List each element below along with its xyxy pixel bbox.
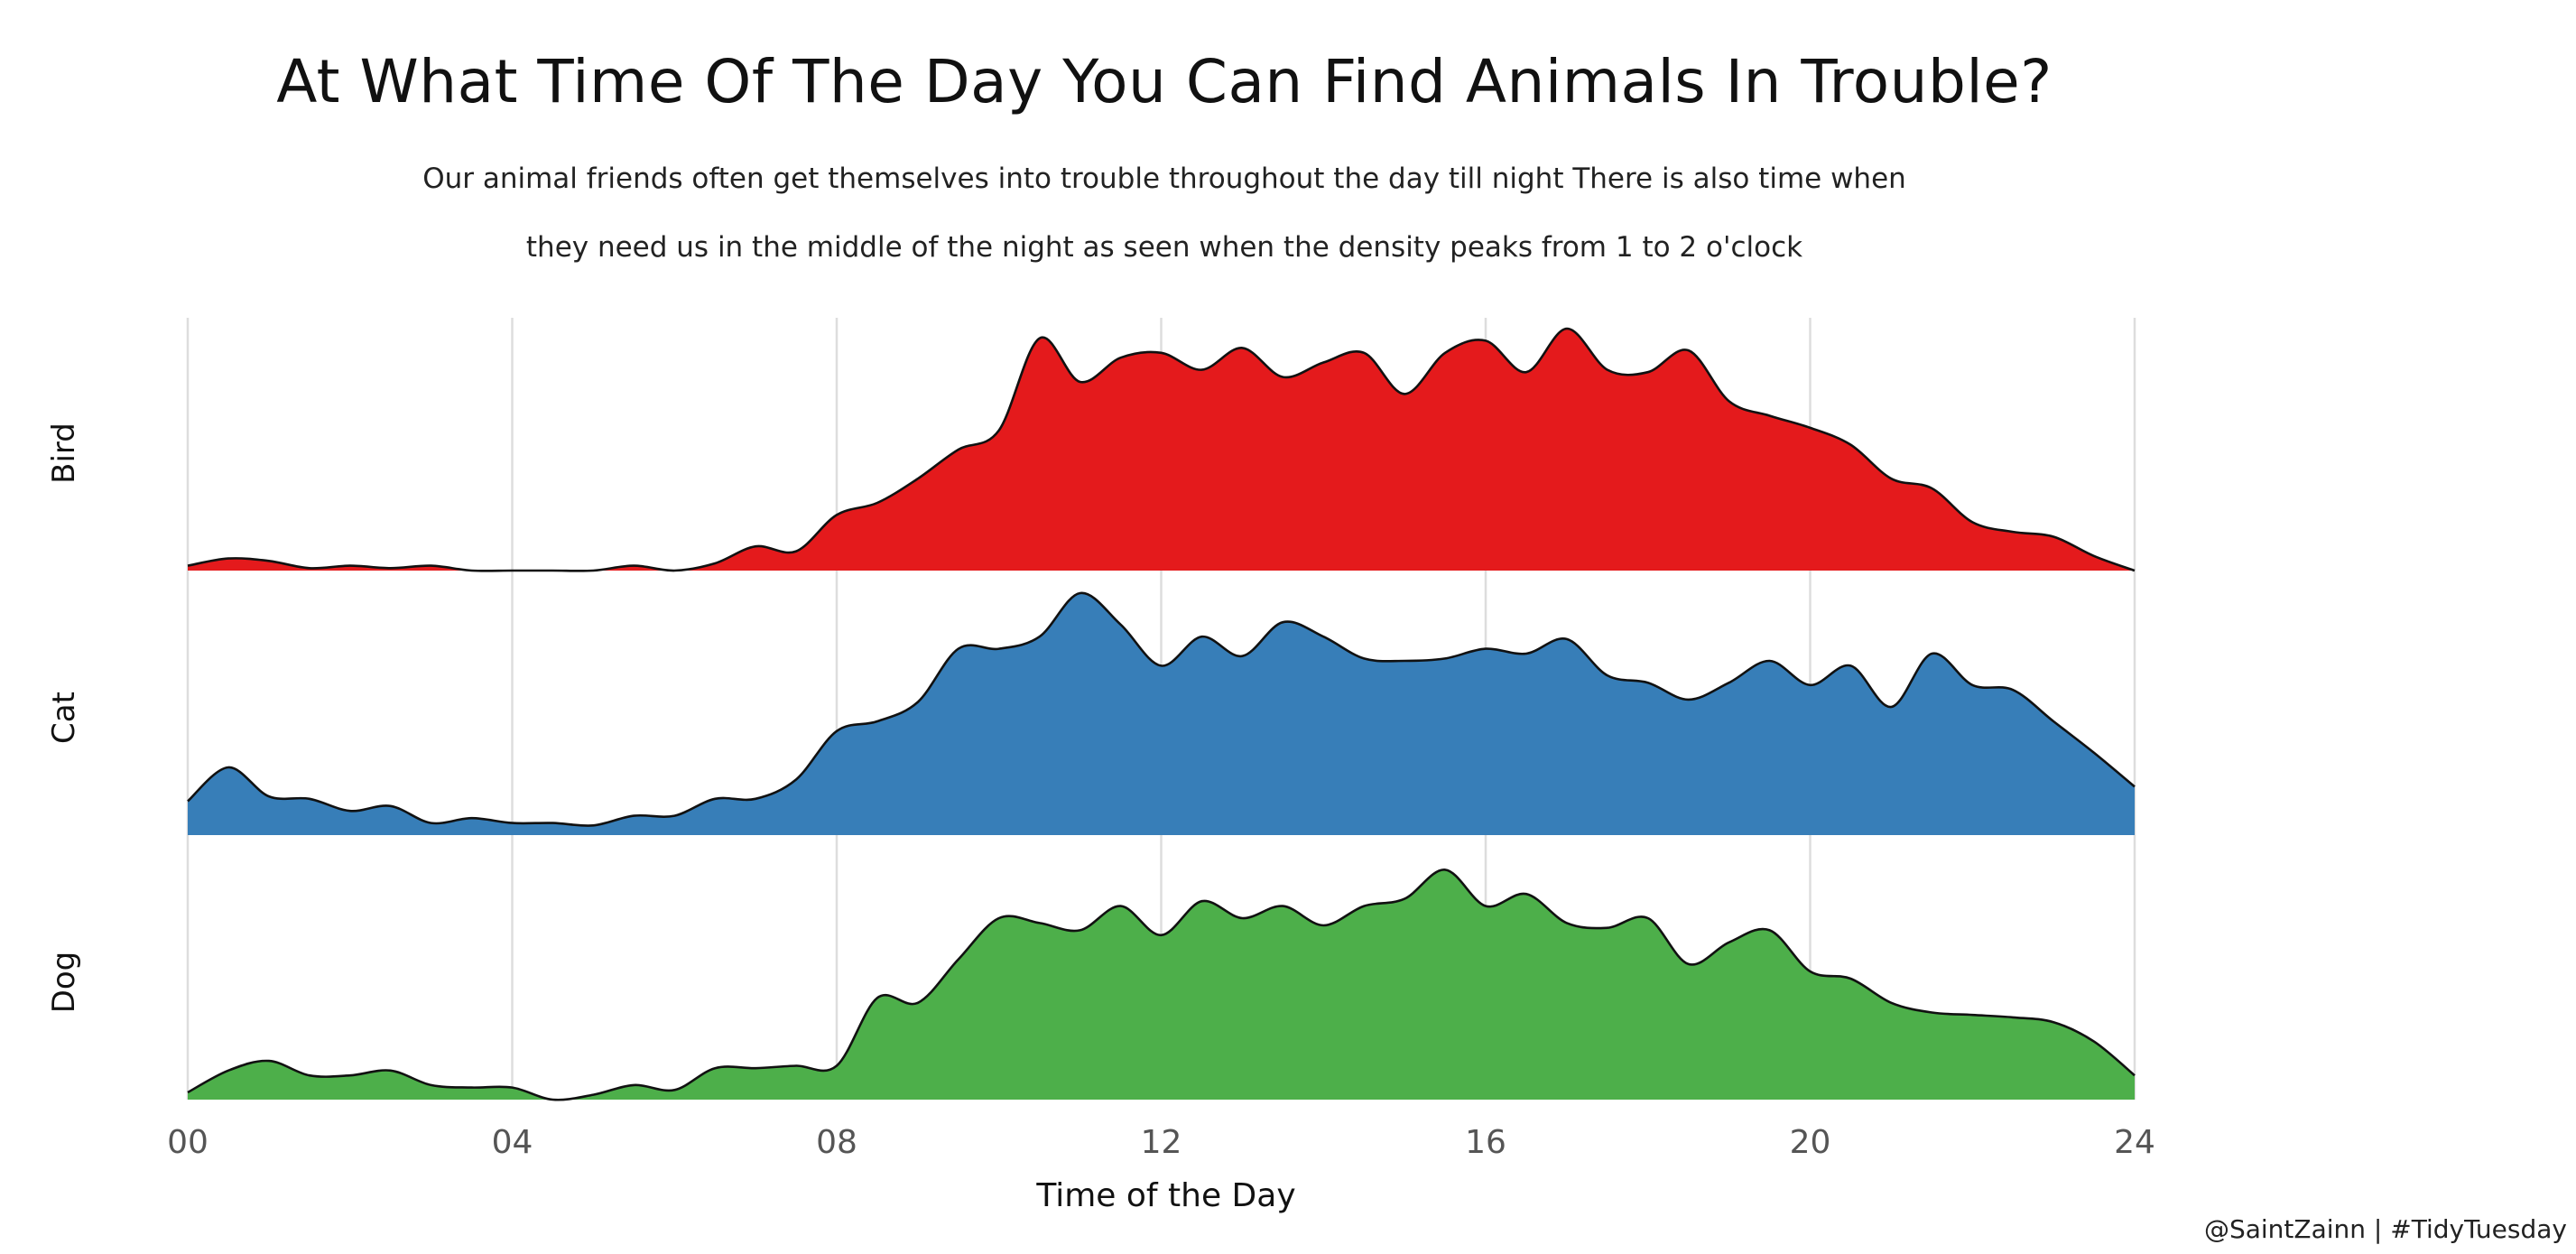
x-axis-ticks: 00 04 08 12 16 20 24 [167,1124,2155,1161]
x-tick-label-04: 04 [492,1124,533,1161]
x-tick-label-16: 16 [1465,1124,1506,1161]
ridges [187,327,2136,1101]
caption: @SaintZainn | #TidyTuesday [2203,1214,2567,1244]
ridge-outline-bird [187,327,2136,572]
chart-subtitle-line-2: they need us in the middle of the night … [525,231,1803,264]
x-axis-title: Time of the Day [1035,1177,1295,1214]
y-label-bird: Bird [46,423,82,484]
x-tick-label-08: 08 [816,1124,857,1161]
ridge-area-bird [188,328,2135,571]
ridge-area-cat [188,592,2135,835]
ridge-outline-dog [187,869,2136,1101]
chart-title: At What Time Of The Day You Can Find Ani… [276,47,2052,116]
x-tick-label-00: 00 [167,1124,208,1161]
x-tick-label-12: 12 [1141,1124,1182,1161]
ridge-area-dog [188,869,2135,1101]
x-tick-label-20: 20 [1790,1124,1831,1161]
y-label-dog: Dog [46,952,82,1014]
y-label-cat: Cat [46,692,82,744]
x-tick-label-24: 24 [2114,1124,2155,1161]
chart-subtitle-line-1: Our animal friends often get themselves … [422,163,1906,195]
ridge-outline-cat [187,591,2136,827]
y-axis-labels: Bird Cat Dog [46,423,82,1013]
